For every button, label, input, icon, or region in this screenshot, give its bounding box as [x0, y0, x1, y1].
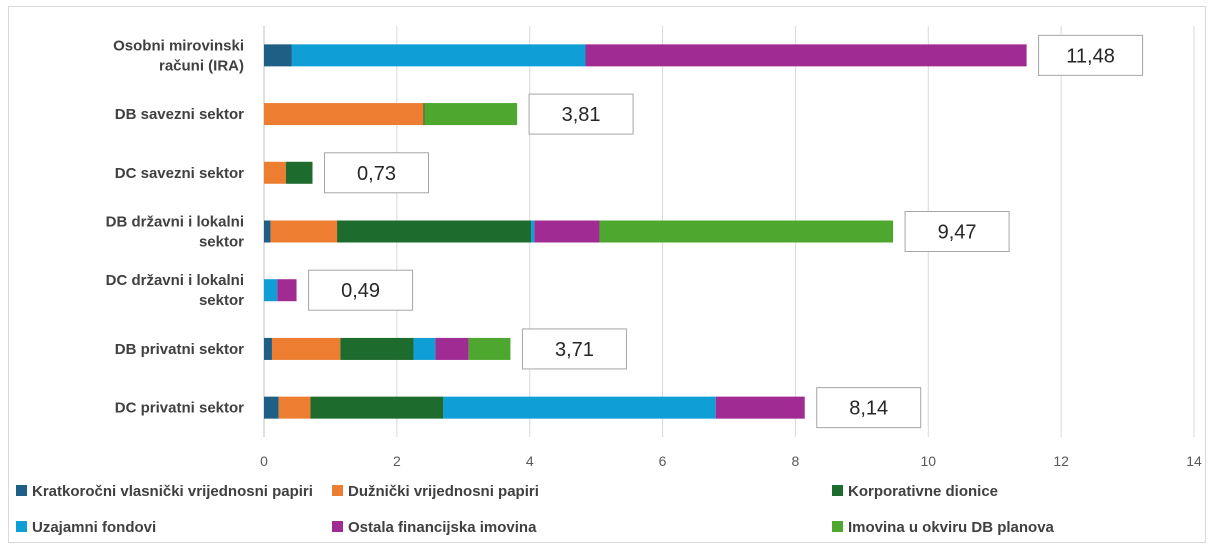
bar-segment [264, 103, 424, 126]
bar-segment [340, 337, 414, 360]
category-label: DC savezni sektor [115, 165, 244, 182]
legend-swatch [16, 485, 27, 496]
total-data-label: 8,14 [849, 398, 888, 420]
category-label: DB privatni sektor [115, 341, 244, 358]
total-label-box [816, 387, 922, 429]
x-tick-label: 8 [792, 453, 800, 469]
bar-segment [337, 220, 532, 243]
bar-segment [264, 220, 271, 243]
category-label: sektor [199, 234, 244, 251]
bar-segment [413, 337, 436, 360]
bar-segment [715, 396, 805, 419]
x-tick-label: 0 [260, 453, 268, 469]
total-label-box [323, 152, 429, 194]
bar-segment [291, 44, 586, 67]
bar-segment [264, 161, 286, 184]
legend-swatch [332, 521, 343, 532]
legend-swatch [332, 485, 343, 496]
total-data-label: 11,48 [1066, 45, 1115, 67]
category-label: sektor [199, 292, 244, 309]
x-tick-label: 2 [393, 453, 401, 469]
bar-segment [285, 161, 313, 184]
x-tick-label: 14 [1186, 453, 1202, 469]
x-tick-label: 6 [659, 453, 667, 469]
total-data-label: 3,71 [555, 339, 594, 361]
total-data-label: 9,47 [938, 222, 977, 244]
legend-swatch [16, 521, 27, 532]
legend-label: Kratkoročni vlasnički vrijednosni papiri [32, 483, 313, 500]
bar-segment [435, 337, 469, 360]
bar-segment [271, 337, 341, 360]
x-tick-label: 12 [1053, 453, 1069, 469]
category-label: DB savezni sektor [115, 106, 244, 123]
legend-label: Ostala financijska imovina [348, 519, 537, 536]
bar-segment [264, 279, 278, 302]
bar-segment [443, 396, 716, 419]
bar-segment [264, 337, 272, 360]
bar-segment [423, 103, 425, 126]
legend-label: Uzajamni fondovi [32, 519, 156, 536]
bar-segment [278, 396, 311, 419]
bar-segment [264, 44, 292, 67]
bar-segment [310, 396, 444, 419]
legend-label: Dužnički vrijednosni papiri [348, 483, 539, 500]
category-label: Osobni mirovinski [113, 37, 244, 54]
total-label-box [308, 269, 414, 311]
legend-swatch [832, 521, 843, 532]
bar-segment [585, 44, 1027, 67]
total-label-box [521, 328, 627, 370]
total-label-box [904, 211, 1010, 252]
total-label-box [1038, 34, 1144, 76]
total-label-box [528, 93, 634, 135]
total-data-label: 0,73 [357, 163, 396, 185]
bar-segment [270, 220, 338, 243]
bar-segment [534, 220, 600, 243]
legend-swatch [832, 485, 843, 496]
category-label: računi (IRA) [159, 57, 244, 74]
bar-segment [424, 103, 518, 126]
x-tick-label: 4 [526, 453, 534, 469]
total-data-label: 3,81 [562, 104, 601, 126]
category-label: DC privatni sektor [115, 400, 244, 417]
bar-segment [468, 337, 511, 360]
bar-segment [599, 220, 894, 243]
bar-segment [264, 396, 279, 419]
legend-label: Korporativne dionice [848, 483, 998, 500]
total-data-label: 0,49 [341, 280, 380, 302]
category-label: DB državni i lokalni [106, 214, 244, 231]
bar-segment [277, 279, 297, 302]
legend-label: Imovina u okviru DB planova [848, 519, 1055, 536]
x-tick-label: 10 [920, 453, 936, 469]
category-label: DC državni i lokalni [106, 272, 244, 289]
bar-segment [531, 220, 535, 243]
